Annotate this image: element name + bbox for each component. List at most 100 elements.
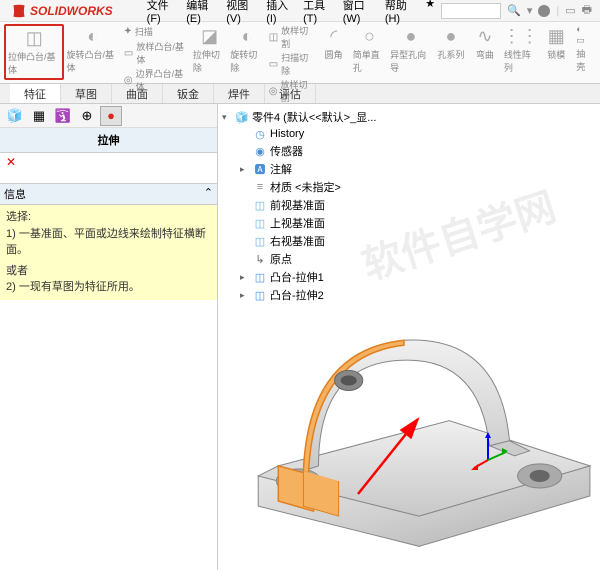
tree-material[interactable]: ≡材质 <未指定>	[222, 178, 376, 196]
search-icon[interactable]: 🔍	[507, 4, 521, 17]
menu-insert[interactable]: 插入(I)	[260, 0, 295, 27]
tree-origin[interactable]: ↳原点	[222, 250, 376, 268]
tree-annotations[interactable]: ▸🅰注解	[222, 160, 376, 178]
separator-icon: |	[556, 5, 559, 17]
printer-icon[interactable]: 🖶	[582, 1, 592, 20]
mold-button[interactable]: ▦ 锁模	[539, 24, 573, 63]
panel-close-button[interactable]: ✕	[0, 153, 217, 171]
hole-series-icon: ●	[445, 26, 456, 47]
menu-star[interactable]: ★	[419, 0, 441, 27]
plane-icon: ◫	[253, 234, 267, 248]
annotation-icon: 🅰	[253, 162, 267, 176]
panel-title: 拉伸	[0, 128, 217, 153]
instruction-1: 1) 一基准面、平面或边线来绘制特征横断面。	[6, 226, 211, 259]
solidworks-logo-icon	[12, 4, 26, 18]
extrude-boss-button[interactable]: ◫ 拉伸凸台/基体	[4, 24, 64, 80]
menu-window[interactable]: 窗口(W)	[337, 0, 377, 27]
plane-icon: ◫	[253, 198, 267, 212]
tab-features[interactable]: 特征	[10, 84, 61, 103]
shell-button[interactable]: 抽壳	[576, 47, 593, 73]
status-dot-icon[interactable]	[538, 5, 550, 17]
property-panel: 🧊 ▦ 🛐 ⊕ ● 拉伸 ✕ 信息 ⌃ 选择: 1) 一基准面、平面或边线来绘制…	[0, 104, 218, 570]
hole-wizard-button[interactable]: ● 异型孔向导	[388, 24, 434, 76]
extrude-label: 拉伸凸台/基体	[8, 50, 60, 76]
flex-button[interactable]: ∿ 弯曲	[468, 24, 502, 63]
misc1-button[interactable]: ◐	[576, 24, 593, 34]
extrude-cut-icon: ◪	[201, 26, 218, 47]
hole-icon: ○	[364, 26, 375, 47]
tree-history[interactable]: ◷History	[222, 126, 376, 142]
tree-right-plane[interactable]: ◫右视基准面	[222, 232, 376, 250]
simple-hole-button[interactable]: ○ 简单直孔	[351, 24, 388, 76]
sensor-icon: ◉	[253, 144, 267, 158]
panel-tab-4[interactable]: ⊕	[76, 106, 98, 126]
tab-sketch[interactable]: 草图	[61, 84, 112, 103]
menubar-right: 🔍 ▾ | ▭ 🖶	[441, 1, 596, 20]
linear-pattern-button[interactable]: ⋮⋮ 线性阵列	[502, 24, 539, 76]
flex-icon: ∿	[477, 26, 492, 47]
expand-icon[interactable]: ▾	[222, 112, 232, 123]
misc2-button[interactable]: ▭	[576, 35, 593, 46]
hole-series-button[interactable]: ● 孔系列	[434, 24, 468, 63]
main-area: 🧊 ▦ 🛐 ⊕ ● 拉伸 ✕ 信息 ⌃ 选择: 1) 一基准面、平面或边线来绘制…	[0, 104, 600, 570]
loft-cut-button[interactable]: ◫放样切割	[269, 24, 314, 50]
revolve-boss-button[interactable]: ◐ 旋转凸台/基体	[64, 24, 120, 76]
panel-tab-3[interactable]: 🛐	[52, 106, 74, 126]
sweep-cut-button[interactable]: ▭扫描切除	[269, 51, 314, 77]
feature-icon: ◫	[253, 288, 267, 302]
tree-extrude1[interactable]: ▸◫凸台-拉伸1	[222, 268, 376, 286]
sweep-group: 🟆扫描 ▭放样凸台/基体 ◎边界凸台/基体	[121, 24, 191, 93]
menu-items: 文件(F) 编辑(E) 视图(V) 插入(I) 工具(T) 窗口(W) 帮助(H…	[141, 0, 441, 27]
info-body: 选择: 1) 一基准面、平面或边线来绘制特征横断面。 或者 2) 一现有草图为特…	[0, 205, 217, 300]
dropdown-icon[interactable]: ▾	[527, 4, 533, 17]
menu-view[interactable]: 视图(V)	[220, 0, 258, 27]
feature-icon: ◫	[253, 270, 267, 284]
tree-extrude2[interactable]: ▸◫凸台-拉伸2	[222, 286, 376, 304]
ribbon-toolbar: ◫ 拉伸凸台/基体 ◐ 旋转凸台/基体 🟆扫描 ▭放样凸台/基体 ◎边界凸台/基…	[0, 22, 600, 84]
menu-help[interactable]: 帮助(H)	[379, 0, 417, 27]
loft-boss-button[interactable]: ▭放样凸台/基体	[124, 40, 188, 66]
plane-icon: ◫	[253, 216, 267, 230]
tree-sensors[interactable]: ◉传感器	[222, 142, 376, 160]
search-input[interactable]	[441, 3, 501, 19]
tab-evaluate[interactable]: 评估	[265, 84, 316, 103]
pattern-icon: ⋮⋮	[503, 26, 539, 47]
revolve-cut-icon: ◐	[242, 26, 253, 47]
misc-group: ◐ ▭ 抽壳	[573, 24, 596, 73]
3d-viewport[interactable]: ▾ 🧊 零件4 (默认<<默认>_显... ◷History ◉传感器 ▸🅰注解…	[218, 104, 600, 570]
menubar: SOLIDWORKS 文件(F) 编辑(E) 视图(V) 插入(I) 工具(T)…	[0, 0, 600, 22]
tab-weldment[interactable]: 焊件	[214, 84, 265, 103]
tree-root[interactable]: ▾ 🧊 零件4 (默认<<默认>_显...	[222, 108, 376, 126]
tree-top-plane[interactable]: ◫上视基准面	[222, 214, 376, 232]
view-triad-icon[interactable]	[468, 430, 508, 470]
part-icon: 🧊	[235, 110, 249, 124]
panel-tab-5[interactable]: ●	[100, 106, 122, 126]
annotation-arrow	[348, 404, 448, 504]
revolve-cut-button[interactable]: ◐ 旋转切除	[228, 24, 265, 76]
info-label: 信息	[4, 186, 26, 202]
restore-icon[interactable]: ▭	[565, 4, 575, 17]
info-section-header[interactable]: 信息 ⌃	[0, 183, 217, 205]
extrude-icon: ◫	[26, 28, 43, 49]
sweep-button[interactable]: 🟆扫描	[124, 24, 188, 39]
feature-tree: ▾ 🧊 零件4 (默认<<默认>_显... ◷History ◉传感器 ▸🅰注解…	[222, 108, 376, 304]
feature-tabs: 特征 草图 曲面 钣金 焊件 评估	[0, 84, 600, 104]
menu-file[interactable]: 文件(F)	[141, 0, 179, 27]
collapse-icon[interactable]: ⌃	[204, 186, 213, 202]
mold-icon: ▦	[548, 26, 565, 47]
panel-tab-2[interactable]: ▦	[28, 106, 50, 126]
panel-tab-1[interactable]: 🧊	[4, 106, 26, 126]
fillet-button[interactable]: ◜ 圆角	[317, 24, 351, 63]
logo-text: SOLIDWORKS	[30, 4, 113, 18]
hole-wizard-icon: ●	[406, 26, 417, 47]
menu-edit[interactable]: 编辑(E)	[180, 0, 218, 27]
loft-icon: ▭	[124, 48, 133, 59]
tree-front-plane[interactable]: ◫前视基准面	[222, 196, 376, 214]
tab-surface[interactable]: 曲面	[112, 84, 163, 103]
or-label: 或者	[6, 263, 211, 280]
select-label: 选择:	[6, 209, 211, 226]
tab-sheetmetal[interactable]: 钣金	[163, 84, 214, 103]
menu-tools[interactable]: 工具(T)	[297, 0, 335, 27]
extrude-cut-button[interactable]: ◪ 拉伸切除	[191, 24, 228, 76]
sweep-icon: 🟆	[124, 24, 132, 39]
